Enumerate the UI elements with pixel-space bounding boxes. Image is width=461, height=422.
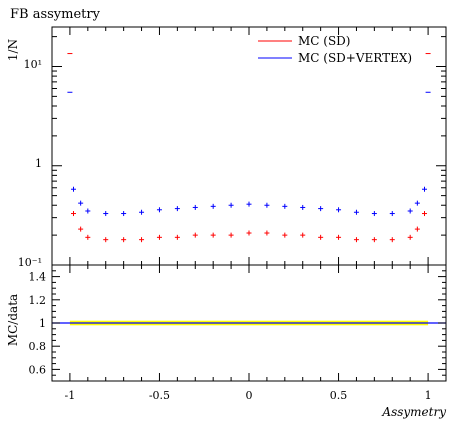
data-point-sd (139, 237, 145, 243)
lower-y-tick-label: 0.8 (29, 340, 47, 353)
data-point-sd-vertex (156, 207, 162, 213)
upper-y-tick-label-1: 1 (35, 157, 42, 170)
lower-y-axis-label: MC/data (6, 294, 20, 346)
data-point-sd-vertex (282, 203, 288, 209)
data-point-sd (353, 237, 359, 243)
data-point-sd-vertex (318, 206, 324, 212)
data-point-sd (422, 211, 428, 217)
lower-y-tick-label: 1.2 (29, 294, 47, 307)
lower-y-tick-label: 1.4 (29, 271, 47, 284)
x-tick-label: 0.5 (330, 389, 348, 402)
lower-axis-ticks (52, 264, 446, 382)
data-point-sd-vertex (300, 204, 306, 210)
upper-data-markers (67, 53, 431, 243)
x-tick-labels: -1 -0.5 0 0.5 1 (65, 389, 432, 402)
data-point-sd-vertex (246, 201, 252, 207)
data-point-sd (389, 237, 395, 243)
data-point-sd (103, 237, 109, 243)
data-point-sd (192, 232, 198, 238)
x-axis-label: Assymetry (381, 405, 446, 419)
data-point-sd-vertex (70, 186, 76, 192)
data-point-sd-vertex (174, 206, 180, 212)
data-point-sd (318, 234, 324, 240)
data-point-sd (121, 237, 127, 243)
data-point-sd-vertex (103, 211, 109, 217)
data-point-sd-vertex (353, 209, 359, 215)
data-point-sd-vertex (389, 211, 395, 217)
data-point-sd (174, 234, 180, 240)
legend-label-sd-vertex: MC (SD+VERTEX) (298, 51, 412, 65)
data-point-sd (282, 232, 288, 238)
data-point-sd-vertex (414, 200, 420, 206)
data-point-sd-vertex (210, 203, 216, 209)
data-point-sd-vertex (121, 211, 127, 217)
lower-y-tick-labels: 0.6 0.8 1 1.2 1.4 (29, 271, 47, 377)
upper-y-tick-label-10: 10¹ (24, 58, 42, 71)
data-point-sd (210, 232, 216, 238)
data-point-sd (300, 232, 306, 238)
upper-y-tick-label-0.1: 10⁻¹ (18, 256, 42, 269)
data-point-sd (70, 211, 76, 217)
data-point-sd-vertex (192, 204, 198, 210)
lower-y-tick-label: 0.6 (29, 363, 47, 376)
data-point-sd-vertex (264, 202, 270, 208)
data-point-sd-vertex (85, 208, 91, 214)
data-point-sd (156, 234, 162, 240)
data-point-sd-vertex (371, 211, 377, 217)
x-tick-label: -0.5 (149, 389, 170, 402)
data-point-sd (228, 232, 234, 238)
upper-y-axis-label: 1/N (6, 39, 20, 61)
data-point-sd (371, 237, 377, 243)
x-tick-label: -1 (65, 389, 76, 402)
data-point-sd (85, 234, 91, 240)
data-point-sd-vertex (422, 186, 428, 192)
data-point-sd-vertex (78, 200, 84, 206)
data-point-sd-vertex (139, 209, 145, 215)
data-point-sd (246, 230, 252, 236)
data-point-sd-vertex (407, 208, 413, 214)
data-point-sd (264, 230, 270, 236)
x-tick-label: 1 (425, 389, 432, 402)
data-point-sd (407, 234, 413, 240)
data-point-sd-vertex (228, 202, 234, 208)
lower-y-tick-label: 1 (39, 317, 46, 330)
x-tick-label: 0 (246, 389, 253, 402)
upper-axis-ticks (52, 27, 446, 266)
data-point-sd-vertex (336, 207, 342, 213)
legend: MC (SD) MC (SD+VERTEX) (258, 34, 412, 65)
data-point-sd (414, 226, 420, 232)
data-point-sd (78, 226, 84, 232)
chart-title: FB assymetry (10, 7, 101, 22)
legend-label-sd: MC (SD) (298, 34, 351, 48)
data-point-sd (336, 234, 342, 240)
